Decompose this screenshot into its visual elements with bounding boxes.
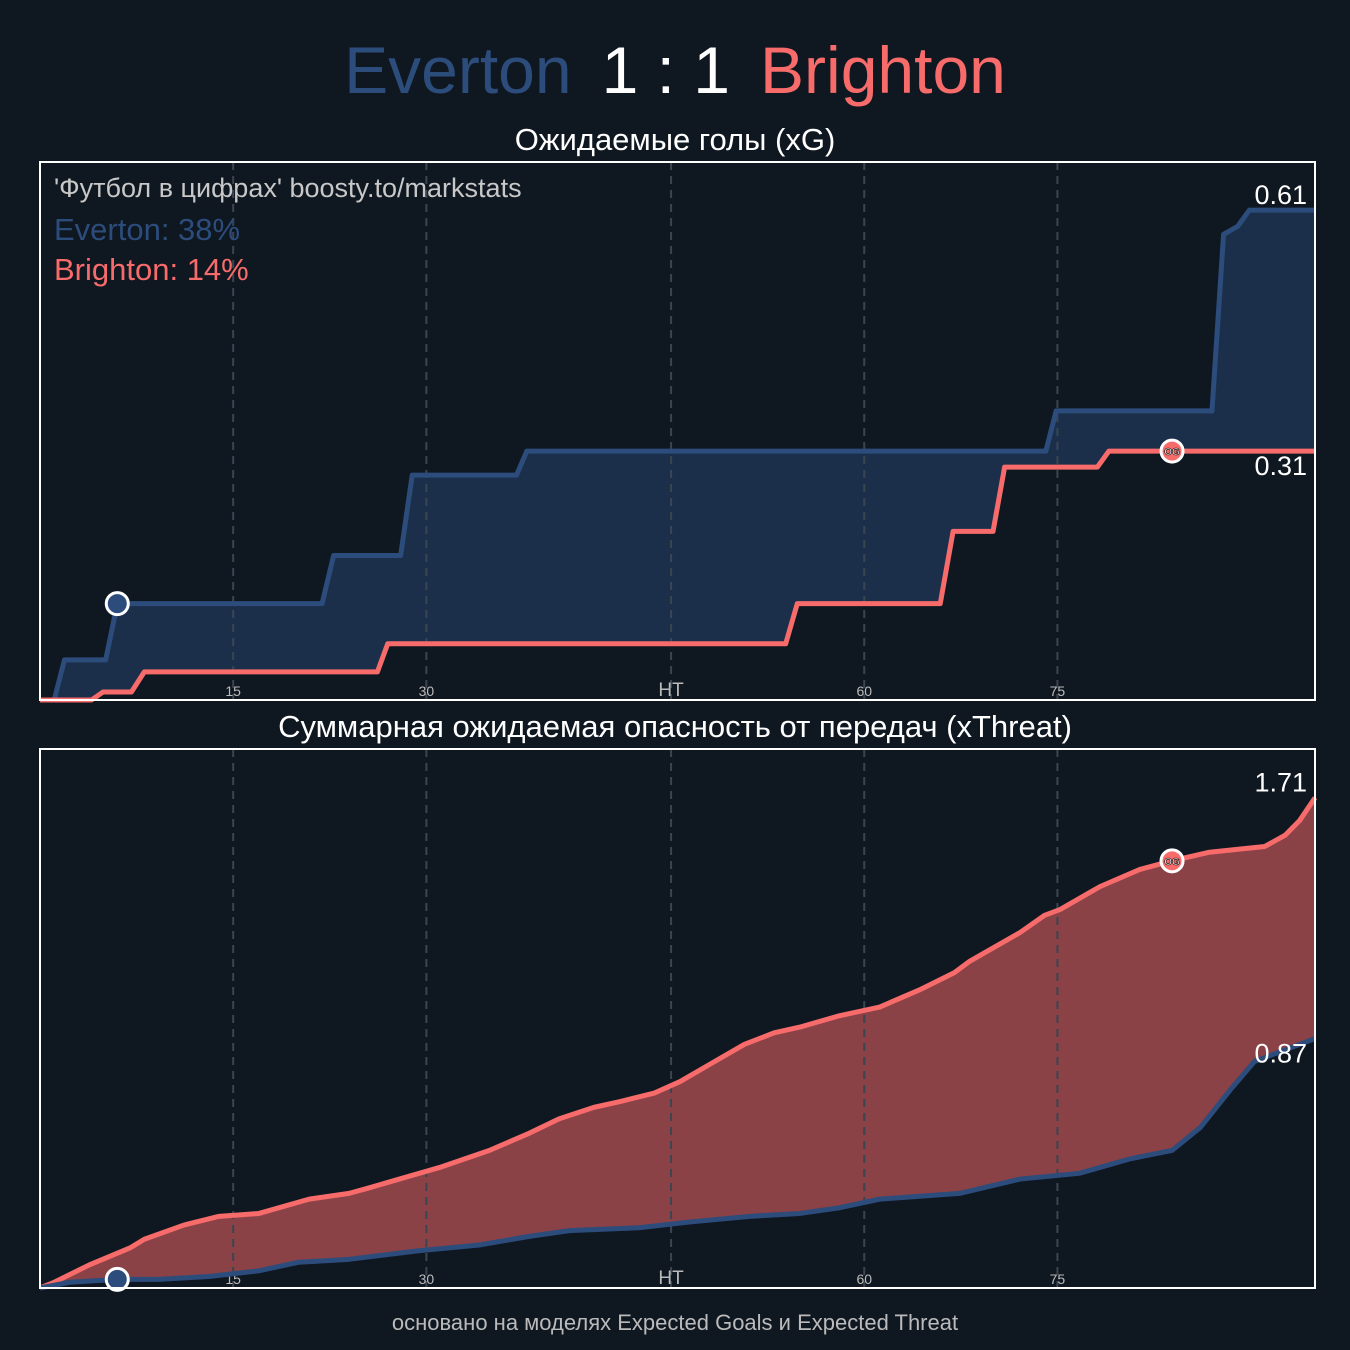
chart-title: Ожидаемые голы (xG): [515, 122, 836, 157]
x-tick-label: 30: [419, 1271, 435, 1287]
goal-marker: [1159, 438, 1185, 464]
end-label: 1.71: [1254, 768, 1307, 798]
goal-marker: [1159, 848, 1185, 874]
plot-frame: [39, 748, 1316, 1289]
marker-label: OG: [1164, 857, 1180, 868]
plot-frame: [39, 161, 1316, 701]
legend-entry: Brighton: 14%: [54, 252, 249, 287]
gap-area: [40, 797, 1315, 1288]
away-team: Brighton: [760, 33, 1006, 107]
series-line: [40, 207, 1315, 703]
header: Everton 1 : 1 Brighton: [0, 30, 1350, 110]
legend-entry: Everton: 38%: [54, 212, 240, 247]
goal-marker: [104, 591, 130, 617]
watermark: 'Футбол в цифрах' boosty.to/markstats: [54, 173, 522, 203]
x-tick-label: 60: [856, 1271, 872, 1287]
end-label: 0.31: [1254, 451, 1307, 481]
end-label: 0.61: [1254, 180, 1307, 210]
marker-label: OG: [1164, 447, 1180, 458]
goal-marker: [104, 1266, 130, 1292]
x-tick-label: 60: [856, 683, 872, 699]
x-tick-label: 75: [1050, 683, 1066, 699]
home-team: Everton: [344, 33, 572, 107]
x-tick-label: 15: [225, 683, 241, 699]
gap-area: [40, 210, 1315, 700]
series-line: [39, 796, 1318, 1291]
x-tick-label: 75: [1050, 1271, 1066, 1287]
footer: основано на моделях Expected Goals и Exp…: [392, 1310, 958, 1335]
score: 1 : 1: [601, 33, 731, 107]
series-line: [39, 1036, 1316, 1291]
end-label: 0.87: [1254, 1039, 1307, 1069]
series-line: [40, 448, 1315, 703]
x-tick-label: HT: [658, 1268, 684, 1289]
chart-title: Суммарная ожидаемая опасность от передач…: [278, 709, 1072, 744]
x-tick-label: HT: [658, 680, 684, 701]
x-tick-label: 30: [419, 683, 435, 699]
